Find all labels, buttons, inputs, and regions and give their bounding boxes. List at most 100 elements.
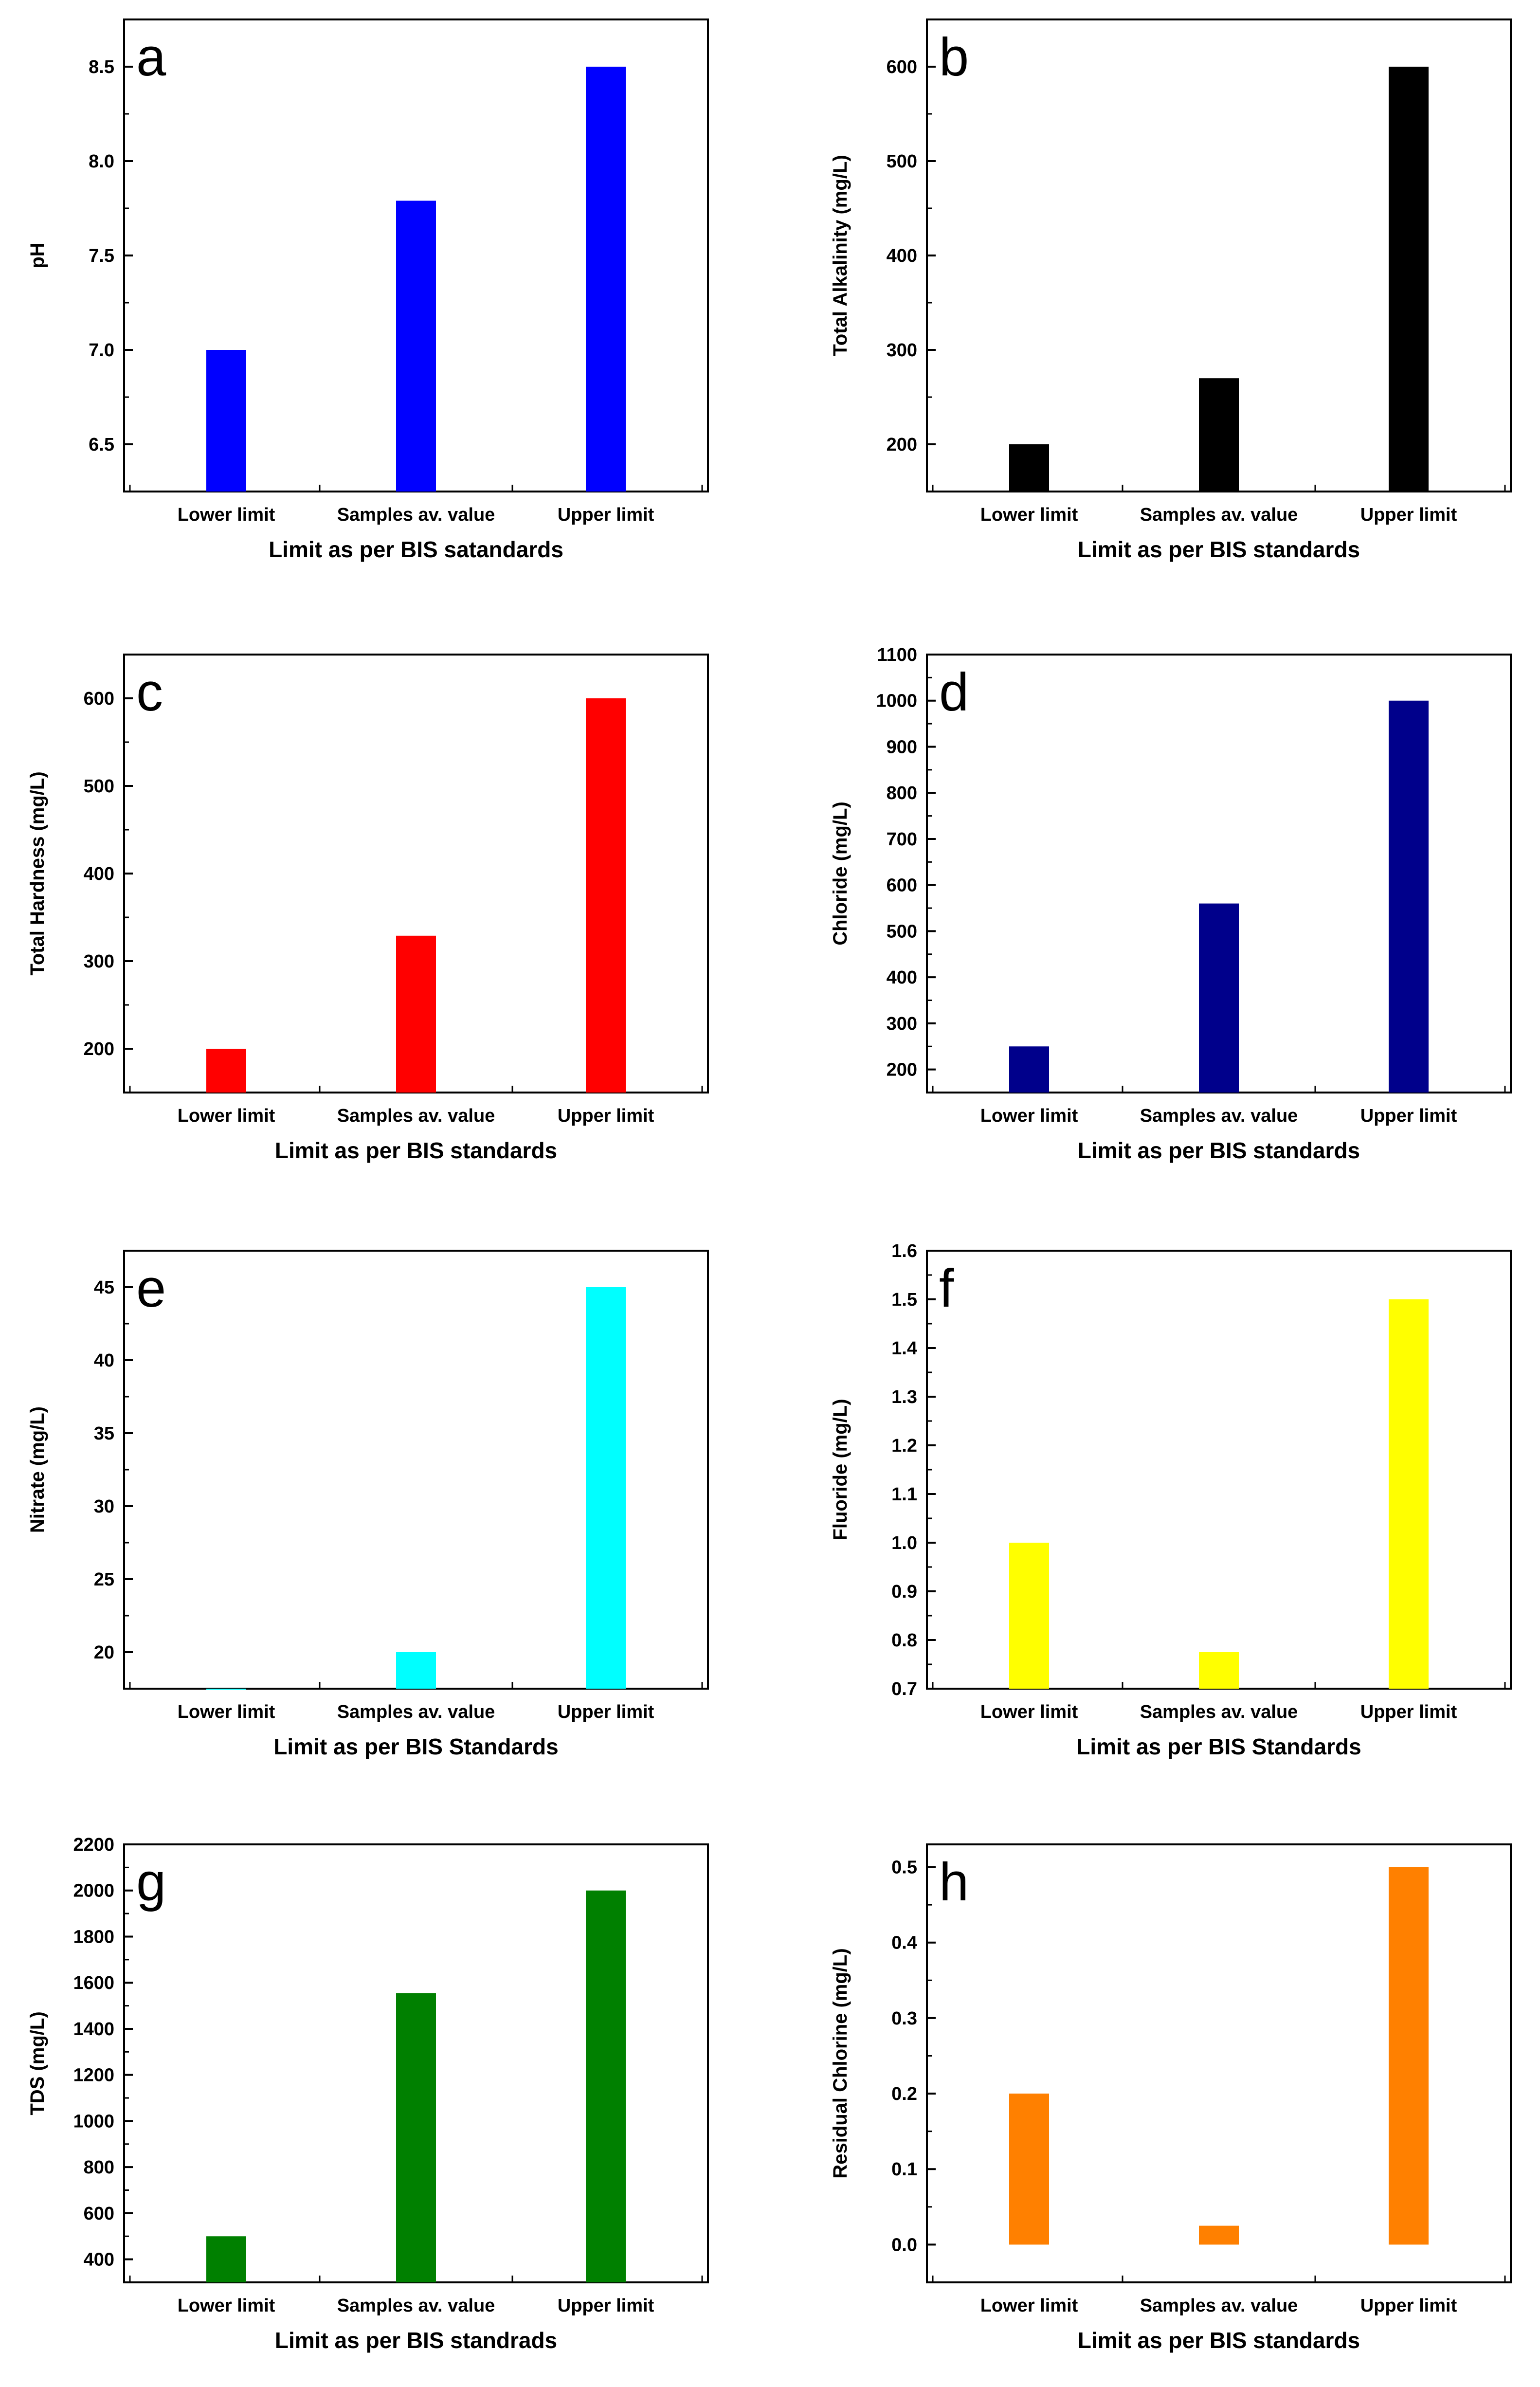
chart-panel-f: 0.7 0.8 0.9 1.0 1.1 1.2 1.3 1.4 1.5 1.6 Lower limi… (830, 1241, 1512, 1759)
y-tick-label: 500 (84, 776, 114, 797)
y-tick-label: 0.4 (891, 1933, 917, 1953)
bar-b-3 (1389, 67, 1429, 492)
y-tick-label: 1.4 (891, 1338, 917, 1359)
y-tick-label: 700 (887, 829, 917, 850)
y-tick-label: 900 (887, 737, 917, 757)
y-tick-label: 1.6 (891, 1241, 917, 1261)
x-category-label: Lower limit (178, 505, 275, 525)
chart-panel-c: 200 300 400 500 600 Lower limit Samples av. va… (27, 654, 709, 1163)
y-tick-label: 400 (887, 246, 917, 266)
y-tick-label: 8.0 (89, 151, 114, 172)
chart-panel-b: 200 300 400 500 600 Lower limit Samples av. va… (830, 18, 1512, 562)
x-axis-title: Limit as per BIS Standards (1076, 1734, 1361, 1759)
x-category-label: Upper limit (1360, 1106, 1457, 1126)
y-tick-label: 1800 (73, 1927, 114, 1947)
y-tick-label: 200 (887, 1060, 917, 1080)
y-tick-label: 600 (887, 875, 917, 896)
bar-d-3 (1389, 700, 1429, 1093)
y-tick-label: 0.8 (891, 1630, 917, 1651)
y-tick-label: 7.0 (89, 340, 114, 361)
x-category-label: Upper limit (558, 1106, 654, 1126)
y-tick-label: 200 (887, 435, 917, 455)
x-category-label: Samples av. value (1140, 2296, 1298, 2316)
y-tick-label: 0.9 (891, 1582, 917, 1602)
x-axis-title: Limit as per BIS standrads (275, 2328, 557, 2353)
bar-f-3 (1389, 1299, 1429, 1689)
bar-a-2 (396, 200, 436, 492)
y-tick-label: 0.5 (891, 1858, 917, 1878)
bar-c-1 (206, 1049, 246, 1093)
bar-g-3 (586, 1890, 626, 2282)
x-category-label: Lower limit (980, 1702, 1078, 1722)
y-tick-label: 1.3 (891, 1387, 917, 1407)
x-category-label: Samples av. value (337, 1702, 495, 1722)
chart-panel-g: 400 600 800 1000 1200 1400 1600 1800 2000 2200 Low… (27, 1835, 709, 2353)
y-tick-label: 600 (887, 57, 917, 77)
y-tick-label: 1200 (73, 2065, 114, 2086)
x-category-label: Lower limit (980, 505, 1078, 525)
x-category-label: Upper limit (1360, 505, 1457, 525)
y-tick-label: 800 (887, 783, 917, 803)
bar-a-3 (586, 67, 626, 492)
bar-d-1 (1009, 1046, 1049, 1093)
bar-h-1 (1009, 2094, 1049, 2245)
y-axis-title: Chloride (mg/L) (830, 802, 851, 946)
y-tick-label: 1.1 (891, 1484, 917, 1505)
x-category-label: Upper limit (558, 505, 654, 525)
bar-g-2 (396, 1993, 436, 2282)
x-category-label: Upper limit (558, 2296, 654, 2316)
y-axis-title: Fluoride (mg/L) (830, 1399, 851, 1540)
y-tick-label: 0.0 (891, 2235, 917, 2255)
bar-e-1 (206, 1689, 246, 1690)
panel-label: f (939, 1258, 954, 1318)
panel-label: g (136, 1852, 166, 1912)
chart-panel-e: 20 25 30 35 40 45 Lower limit Samples av. value… (27, 1250, 709, 1759)
y-tick-label: 20 (94, 1642, 114, 1663)
bar-e-3 (586, 1287, 626, 1689)
bar-b-2 (1199, 378, 1239, 492)
x-category-label: Samples av. value (1140, 1702, 1298, 1722)
x-category-label: Upper limit (558, 1702, 654, 1722)
y-tick-label: 1.5 (891, 1290, 917, 1310)
x-category-label: Samples av. value (1140, 505, 1298, 525)
y-tick-label: 0.7 (891, 1679, 917, 1699)
x-axis-title: Limit as per BIS standards (1078, 537, 1360, 562)
y-tick-label: 0.3 (891, 2008, 917, 2029)
y-tick-label: 45 (94, 1277, 114, 1298)
y-tick-label: 1400 (73, 2019, 114, 2040)
chart-panel-d: 200 300 400 500 600 700 800 900 1000 1100 Lower li… (830, 645, 1512, 1163)
y-tick-label: 300 (887, 340, 917, 361)
panel-label: c (136, 662, 163, 722)
y-axis-title: Residual Chlorine (mg/L) (830, 1948, 851, 2178)
bar-h-2 (1199, 2225, 1239, 2245)
bar-c-3 (586, 698, 626, 1093)
x-category-label: Upper limit (1360, 1702, 1457, 1722)
x-category-label: Samples av. value (1140, 1106, 1298, 1126)
y-tick-label: 0.2 (891, 2084, 917, 2104)
x-category-label: Lower limit (980, 1106, 1078, 1126)
bar-f-2 (1199, 1652, 1239, 1689)
x-axis-title: Limit as per BIS standards (1078, 1138, 1360, 1163)
bar-e-2 (396, 1652, 436, 1689)
panel-label: d (939, 662, 969, 722)
bar-h-3 (1389, 1867, 1429, 2245)
y-tick-label: 400 (84, 2250, 114, 2270)
chart-panel-h: 0.0 0.1 0.2 0.3 0.4 0.5 Lower limit Samples av.… (830, 1843, 1512, 2353)
y-axis-title: TDS (mg/L) (27, 2011, 48, 2115)
y-tick-label: 1.2 (891, 1436, 917, 1456)
x-category-label: Samples av. value (337, 505, 495, 525)
y-tick-label: 8.5 (89, 57, 114, 77)
y-tick-label: 400 (84, 864, 114, 884)
x-category-label: Samples av. value (337, 1106, 495, 1126)
y-tick-label: 1600 (73, 1973, 114, 1993)
x-category-label: Upper limit (1360, 2296, 1457, 2316)
y-tick-label: 6.5 (89, 435, 114, 455)
x-axis-title: Limit as per BIS standards (1078, 2328, 1360, 2353)
y-tick-label: 30 (94, 1496, 114, 1517)
y-tick-label: 600 (84, 2204, 114, 2224)
bar-f-1 (1009, 1543, 1049, 1689)
y-tick-label: 0.1 (891, 2159, 917, 2180)
x-category-label: Lower limit (178, 1702, 275, 1722)
bar-a-1 (206, 350, 246, 492)
